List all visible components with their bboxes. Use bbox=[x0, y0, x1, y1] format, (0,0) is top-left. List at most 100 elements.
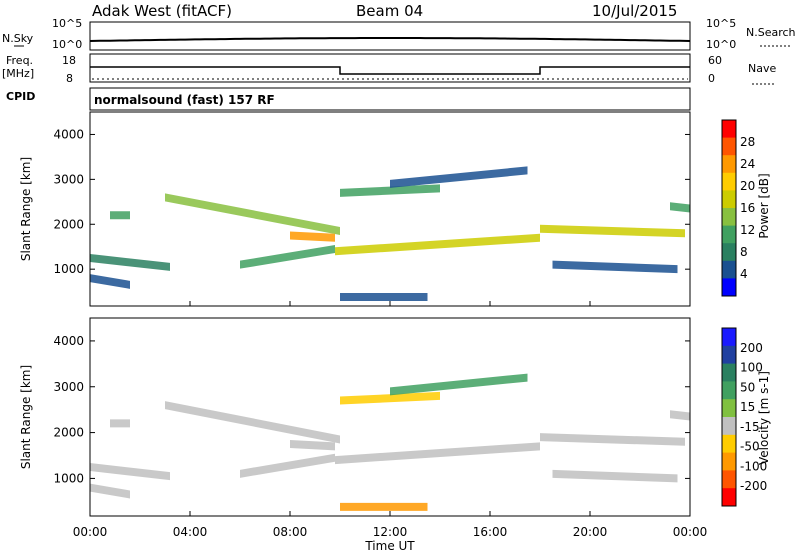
colorbar-tick-label: 100 bbox=[740, 361, 763, 375]
colorbar-swatch bbox=[722, 278, 736, 297]
nsky-frame bbox=[89, 21, 691, 51]
x-tick-label: 04:00 bbox=[173, 525, 208, 539]
colorbar-swatch bbox=[722, 208, 736, 227]
echo-band bbox=[340, 293, 428, 302]
y-tick-label: 2000 bbox=[53, 426, 84, 440]
x-tick-label: 08:00 bbox=[273, 525, 308, 539]
echo-band bbox=[240, 244, 335, 269]
colorbar-tick-label: -200 bbox=[740, 479, 767, 493]
colorbar-swatch bbox=[722, 328, 736, 347]
echo-band bbox=[670, 202, 690, 213]
colorbar-tick-label: 12 bbox=[740, 223, 755, 237]
freq-tick-bottom: 8 bbox=[66, 72, 73, 85]
colorbar-swatch bbox=[722, 137, 736, 156]
velocity-colorbar: 200 100 50 15 -15 -50 -100 -200 bbox=[721, 327, 767, 507]
echo-band bbox=[90, 274, 130, 289]
colorbar-tick-label: -100 bbox=[740, 459, 767, 473]
echo-band bbox=[335, 442, 540, 465]
y-tick-label: 3000 bbox=[53, 380, 84, 394]
echo-band bbox=[90, 253, 170, 271]
cpid-value: normalsound (fast) 157 RF bbox=[94, 93, 275, 107]
x-tick-label: 12:00 bbox=[373, 525, 408, 539]
velocity-colorbar-label: Velocity [m s-1] bbox=[757, 371, 771, 465]
velocity-panel: 1000 2000 3000 4000 Slant Range [km] bbox=[19, 317, 691, 517]
velocity-y-axis: 1000 2000 3000 4000 bbox=[53, 334, 690, 485]
nave-tick-top: 60 bbox=[708, 54, 722, 67]
velocity-ylabel: Slant Range [km] bbox=[19, 365, 33, 469]
colorbar-swatch bbox=[722, 381, 736, 400]
colorbar-swatch bbox=[722, 470, 736, 489]
y-tick-label: 1000 bbox=[53, 262, 84, 276]
colorbar-swatch bbox=[722, 345, 736, 365]
echo-band bbox=[552, 260, 678, 274]
colorbar-swatch bbox=[722, 417, 736, 436]
colorbar-swatch bbox=[722, 190, 736, 209]
freq-panel: Freq. [MHz] 18 8 60 0 Nave bbox=[2, 53, 776, 85]
colorbar-tick-label: 4 bbox=[740, 267, 748, 281]
colorbar-tick-label: 28 bbox=[740, 135, 755, 149]
echo-band bbox=[670, 410, 690, 421]
x-tick-label: 16:00 bbox=[473, 525, 508, 539]
colorbar-frame bbox=[721, 327, 737, 507]
colorbar-tick-label: 20 bbox=[740, 179, 755, 193]
colorbar-swatch bbox=[722, 172, 736, 191]
echo-band bbox=[552, 469, 678, 483]
colorbar-tick-label: 15 bbox=[740, 400, 755, 414]
nsearch-tick-top: 10^5 bbox=[706, 17, 736, 30]
freq-unit: [MHz] bbox=[2, 67, 34, 80]
y-tick-label: 4000 bbox=[53, 127, 84, 141]
echo-band bbox=[390, 166, 528, 188]
echo-band bbox=[335, 233, 540, 256]
x-tick-label: 20:00 bbox=[573, 525, 608, 539]
colorbar-swatch bbox=[722, 488, 736, 507]
power-heatmap bbox=[90, 166, 690, 302]
cpid-label: CPID bbox=[6, 90, 35, 103]
beam-title: Beam 04 bbox=[356, 2, 423, 20]
nsky-trace bbox=[89, 37, 691, 42]
nsky-panel: N.Sky 10^5 10^0 10^5 10^0 N.Search bbox=[2, 17, 796, 51]
echo-band bbox=[290, 231, 335, 242]
colorbar-swatch bbox=[722, 434, 736, 454]
echo-band bbox=[110, 211, 130, 220]
freq-tick-top: 18 bbox=[62, 54, 76, 67]
velocity-heatmap bbox=[90, 373, 690, 511]
colorbar-swatch bbox=[722, 399, 736, 418]
time-axis-label: Time UT bbox=[364, 539, 415, 553]
cpid-panel: CPID normalsound (fast) 157 RF bbox=[6, 87, 691, 111]
date-title: 10/Jul/2015 bbox=[592, 2, 677, 20]
colorbar-tick-label: 8 bbox=[740, 245, 748, 259]
y-tick-label: 3000 bbox=[53, 172, 84, 186]
colorbar-swatch bbox=[722, 155, 736, 174]
echo-band bbox=[340, 502, 428, 511]
x-tick-label: 00:00 bbox=[673, 525, 708, 539]
y-tick-label: 1000 bbox=[53, 471, 84, 485]
power-colorbar: 28 24 20 16 12 8 4 bbox=[721, 119, 755, 297]
colorbar-tick-label: 24 bbox=[740, 157, 755, 171]
echo-band bbox=[390, 373, 528, 396]
colorbar-swatch bbox=[722, 243, 736, 262]
y-tick-label: 4000 bbox=[53, 334, 84, 348]
colorbar-swatch bbox=[722, 452, 736, 471]
echo-band bbox=[165, 401, 340, 444]
colorbar-frame bbox=[721, 119, 737, 297]
power-y-axis: 1000 2000 3000 4000 bbox=[53, 127, 690, 276]
colorbar-tick-label: 50 bbox=[740, 380, 755, 394]
freq-label: Freq. bbox=[6, 54, 33, 67]
echo-band bbox=[340, 184, 440, 197]
time-axis: 00:00 04:00 08:00 12:00 16:00 20:00 00:00 bbox=[73, 301, 708, 539]
velocity-frame bbox=[89, 317, 691, 517]
power-frame bbox=[89, 111, 691, 307]
colorbar-swatch bbox=[722, 120, 736, 139]
colorbar-swatch bbox=[722, 260, 736, 279]
colorbar-tick-label: 200 bbox=[740, 341, 763, 355]
colorbar-tick-label: 16 bbox=[740, 201, 755, 215]
power-ylabel: Slant Range [km] bbox=[19, 157, 33, 261]
cpid-frame bbox=[89, 87, 691, 111]
colorbar-swatch bbox=[722, 225, 736, 244]
freq-frame bbox=[89, 53, 691, 83]
radar-title: Adak West (fitACF) bbox=[92, 2, 232, 20]
x-tick-label: 00:00 bbox=[73, 525, 108, 539]
nsearch-tick-bottom: 10^0 bbox=[706, 38, 736, 51]
echo-band bbox=[165, 193, 340, 236]
